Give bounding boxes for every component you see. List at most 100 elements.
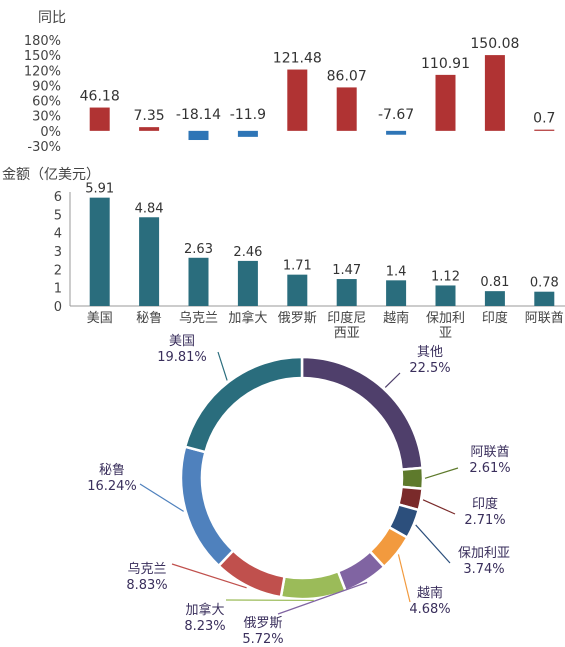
yoy-bar <box>89 107 110 131</box>
amount-axis-title: 金额（亿美元） <box>2 167 100 183</box>
amount-bar-chart: 金额（亿美元） 0 1 2 3 4 5 6 5.91 美国 4.84 秘鲁 2.63 乌克兰 2.46 加拿… <box>2 167 565 341</box>
donut-leader-line <box>139 483 184 512</box>
donut-slice-percent: 5.72% <box>242 632 283 647</box>
yoy-bar <box>188 130 209 141</box>
donut-slice-percent: 22.5% <box>409 361 450 376</box>
yoy-bar <box>237 130 258 137</box>
yoy-y-tick-label: 0% <box>40 125 61 140</box>
category-tick-label: 美国 <box>87 311 113 326</box>
amount-bar <box>336 279 357 306</box>
category-tick-label: 西亚 <box>334 326 360 341</box>
yoy-bar-chart: 同比 -30%0%30%60%90%120%150%180%46.187.35-… <box>24 10 556 155</box>
category-tick-label: 乌克兰 <box>179 310 218 326</box>
yoy-y-tick-label: 150% <box>24 49 61 64</box>
category-tick-label: 加拿大 <box>228 310 267 326</box>
donut-slice-percent: 16.24% <box>87 479 137 494</box>
donut-slice-percent: 2.61% <box>469 461 510 476</box>
yoy-bar <box>287 69 308 131</box>
amount-bar <box>435 285 456 306</box>
amount-bar <box>188 257 209 306</box>
yoy-value-label: 7.35 <box>134 108 165 124</box>
donut-slice-name: 保加利亚 <box>458 546 510 561</box>
donut-slice-percent: 8.23% <box>184 619 225 634</box>
yoy-value-label: 110.91 <box>421 56 470 72</box>
category-tick-label: 印度尼 <box>327 310 366 326</box>
category-tick-label: 阿联酋 <box>525 310 564 326</box>
yoy-value-label: 0.7 <box>533 111 555 127</box>
donut-slice-percent: 8.83% <box>126 578 167 593</box>
donut-slice <box>300 355 424 471</box>
amount-y-tick-label: 6 <box>54 190 62 205</box>
donut-leader-line <box>422 499 456 515</box>
amount-value-label: 4.84 <box>135 201 164 216</box>
amount-value-label: 1.12 <box>431 269 460 284</box>
amount-y-tick-label: 1 <box>54 282 62 297</box>
donut-slice-percent: 3.74% <box>463 562 504 577</box>
amount-value-label: 2.63 <box>184 242 213 257</box>
donut-leader-line <box>171 563 247 589</box>
donut-leader-line <box>424 467 459 479</box>
donut-slice-name: 越南 <box>417 585 443 601</box>
amount-bar <box>484 291 505 306</box>
donut-slice <box>216 548 286 599</box>
amount-value-label: 2.46 <box>233 245 262 260</box>
yoy-bar <box>139 127 160 131</box>
donut-leader-line <box>217 351 228 381</box>
category-tick-label: 俄罗斯 <box>278 311 317 326</box>
amount-value-label: 0.78 <box>530 276 559 291</box>
donut-leader-line <box>415 524 451 564</box>
yoy-bar <box>484 55 505 131</box>
donut-slice-name: 其他 <box>417 345 443 360</box>
yoy-value-label: 86.07 <box>327 68 367 84</box>
category-tick-label: 秘鲁 <box>136 311 162 326</box>
yoy-y-tick-label: 180% <box>24 34 61 49</box>
amount-value-label: 0.81 <box>480 275 509 290</box>
amount-bar <box>89 197 110 306</box>
donut-slice-name: 美国 <box>169 334 195 349</box>
donut-slice-name: 乌克兰 <box>127 561 166 577</box>
amount-bar <box>534 291 555 306</box>
donut-slice-percent: 2.71% <box>464 513 505 528</box>
category-tick-label: 越南 <box>383 310 409 326</box>
donut-leader-line <box>384 372 401 388</box>
donut-slice-name: 阿联酋 <box>470 444 509 460</box>
donut-slice-name: 印度 <box>472 496 498 512</box>
yoy-y-tick-label: -30% <box>27 140 61 155</box>
donut-slice <box>400 466 425 491</box>
amount-y-tick-label: 0 <box>54 300 62 315</box>
donut-slice-name: 俄罗斯 <box>243 616 282 631</box>
yoy-value-label: 150.08 <box>470 36 519 52</box>
amount-bar <box>287 274 308 306</box>
amount-value-label: 5.91 <box>85 182 114 197</box>
yoy-value-label: -11.9 <box>230 107 266 123</box>
donut-slice-name: 加拿大 <box>185 602 224 618</box>
yoy-bar <box>534 129 555 131</box>
yoy-value-label: -18.14 <box>176 107 221 123</box>
yoy-value-label: -7.67 <box>378 107 414 123</box>
donut-leader-line <box>277 581 368 615</box>
category-tick-label: 保加利 <box>426 311 465 326</box>
yoy-value-label: 121.48 <box>273 51 322 67</box>
amount-bar <box>237 260 258 306</box>
yoy-y-tick-label: 90% <box>32 79 61 94</box>
donut-slice <box>279 569 348 601</box>
donut-slice-percent: 19.81% <box>157 350 207 365</box>
yoy-axis-title: 同比 <box>38 10 66 26</box>
category-tick-label: 亚 <box>439 326 452 341</box>
donut-slice-name: 秘鲁 <box>99 463 125 478</box>
donut-slice-percent: 4.68% <box>409 602 450 617</box>
amount-y-tick-label: 5 <box>54 208 62 223</box>
amount-y-tick-label: 3 <box>54 245 62 260</box>
amount-value-label: 1.71 <box>283 259 312 274</box>
amount-bar <box>386 280 407 306</box>
amount-value-label: 1.4 <box>386 264 407 279</box>
amount-value-label: 1.47 <box>332 263 361 278</box>
amount-y-tick-label: 2 <box>54 263 62 278</box>
yoy-value-label: 46.18 <box>80 89 120 105</box>
yoy-y-tick-label: 30% <box>32 110 61 125</box>
category-tick-label: 印度 <box>482 310 508 326</box>
donut-slice <box>183 355 304 454</box>
donut-slice <box>179 445 235 568</box>
